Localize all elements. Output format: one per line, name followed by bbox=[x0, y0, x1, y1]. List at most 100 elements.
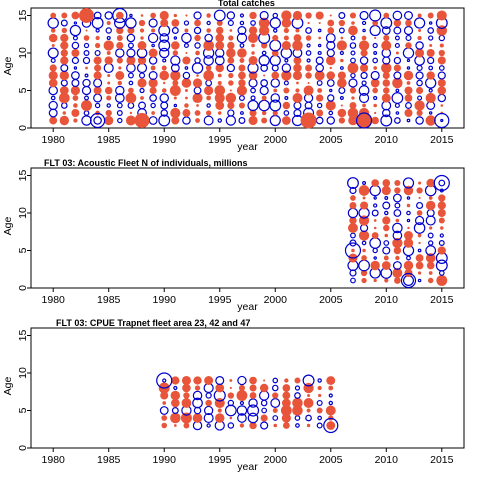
bubble-negative bbox=[139, 102, 146, 109]
bubble-positive bbox=[126, 116, 136, 126]
x-axis-label: year bbox=[237, 461, 258, 473]
bubble-positive bbox=[417, 36, 421, 40]
bubble-negative bbox=[439, 180, 445, 186]
bubble-positive bbox=[372, 232, 379, 239]
bubble-positive bbox=[382, 261, 391, 270]
bubble-positive bbox=[370, 261, 379, 270]
x-tick-label: 1980 bbox=[42, 454, 66, 466]
bubble-positive bbox=[293, 11, 302, 20]
bubble-positive bbox=[326, 406, 336, 416]
bubble-negative bbox=[270, 18, 280, 28]
bubble-positive bbox=[294, 34, 302, 42]
bubble-positive bbox=[361, 278, 366, 283]
bubble-positive bbox=[394, 64, 401, 71]
bubble-negative bbox=[74, 22, 76, 24]
bubble-negative bbox=[127, 49, 135, 57]
bubble-positive bbox=[427, 49, 435, 57]
bubble-positive bbox=[418, 242, 420, 244]
bubble-positive bbox=[185, 89, 188, 92]
bubble-positive bbox=[95, 43, 100, 48]
bubble-positive bbox=[338, 71, 346, 79]
bubble-positive bbox=[116, 42, 123, 49]
bubble-negative bbox=[49, 109, 57, 117]
bubble-positive bbox=[361, 255, 367, 261]
bubble-positive bbox=[407, 204, 411, 208]
bubble-negative bbox=[273, 378, 277, 382]
bubble-negative bbox=[183, 72, 189, 78]
bubble-positive bbox=[182, 398, 192, 408]
bubble-positive bbox=[305, 72, 311, 78]
bubble-positive bbox=[227, 57, 234, 64]
bubble-negative bbox=[240, 96, 245, 101]
bubble-negative bbox=[318, 52, 321, 55]
bubble-positive bbox=[195, 385, 200, 390]
bubble-positive bbox=[185, 14, 187, 16]
bubble-positive bbox=[330, 14, 332, 16]
bubble-negative bbox=[317, 401, 322, 406]
bubble-positive bbox=[171, 391, 180, 400]
bubble-positive bbox=[240, 58, 245, 63]
bubble-positive bbox=[437, 86, 446, 95]
bubble-positive bbox=[238, 79, 245, 86]
bubble-negative bbox=[416, 42, 423, 49]
bubble-negative bbox=[183, 117, 190, 124]
bubble-negative bbox=[351, 51, 355, 55]
chart-panel-3: FLT 03: CPUE Trapnet fleet area 23, 42 a… bbox=[2, 318, 464, 473]
bubble-negative bbox=[351, 278, 356, 283]
bubble-positive bbox=[185, 52, 187, 54]
bubble-positive bbox=[73, 103, 78, 108]
bubble-positive bbox=[273, 424, 277, 428]
bubble-positive bbox=[283, 88, 289, 94]
bubble-positive bbox=[318, 386, 322, 390]
bubble-negative bbox=[371, 72, 379, 80]
bubble-positive bbox=[371, 179, 379, 187]
bubble-positive bbox=[151, 28, 155, 32]
bubble-negative bbox=[374, 52, 377, 55]
bubble-negative bbox=[318, 416, 321, 419]
bubble-positive bbox=[249, 12, 256, 19]
x-tick-label: 1980 bbox=[42, 294, 66, 306]
bubble-positive bbox=[429, 196, 433, 200]
bubble-positive bbox=[362, 36, 367, 41]
bubble-negative bbox=[330, 89, 332, 91]
y-tick-label: 0 bbox=[17, 445, 29, 451]
bubble-positive bbox=[282, 399, 291, 408]
bubble-negative bbox=[174, 387, 177, 390]
bubble-negative bbox=[434, 176, 449, 191]
bubble-positive bbox=[293, 64, 302, 73]
x-tick-label: 1995 bbox=[208, 294, 232, 306]
bubble-positive bbox=[383, 13, 389, 19]
bubble-positive bbox=[337, 78, 347, 88]
bubble-positive bbox=[307, 22, 309, 24]
x-tick-label: 1980 bbox=[42, 134, 66, 146]
bubble-negative bbox=[328, 95, 334, 101]
bubble-negative bbox=[48, 48, 58, 58]
bubble-negative bbox=[94, 94, 102, 102]
bubble-negative bbox=[394, 194, 402, 202]
bubble-negative bbox=[360, 57, 367, 64]
bubble-negative bbox=[348, 208, 357, 217]
x-tick-label: 2010 bbox=[375, 134, 399, 146]
bubble-positive bbox=[295, 378, 301, 384]
bubble-positive bbox=[360, 201, 368, 209]
bubble-layer bbox=[345, 176, 449, 288]
bubble-positive bbox=[318, 394, 321, 397]
bubble-negative bbox=[207, 104, 210, 107]
bubble-negative bbox=[393, 11, 402, 20]
bubble-positive bbox=[50, 13, 56, 19]
bubble-positive bbox=[206, 13, 210, 17]
bubble-positive bbox=[206, 65, 212, 71]
bubble-negative bbox=[126, 18, 136, 28]
bubble-negative bbox=[271, 94, 279, 102]
bubble-negative bbox=[351, 36, 355, 40]
bubble-positive bbox=[338, 109, 347, 118]
bubble-positive bbox=[240, 423, 244, 427]
bubble-negative bbox=[160, 407, 168, 415]
y-tick-label: 15 bbox=[17, 170, 29, 182]
bubble-positive bbox=[106, 95, 111, 100]
bubble-negative bbox=[317, 81, 322, 86]
bubble-negative bbox=[273, 385, 278, 390]
bubble-negative bbox=[84, 111, 89, 116]
bubble-positive bbox=[214, 85, 225, 96]
bubble-positive bbox=[139, 20, 145, 26]
